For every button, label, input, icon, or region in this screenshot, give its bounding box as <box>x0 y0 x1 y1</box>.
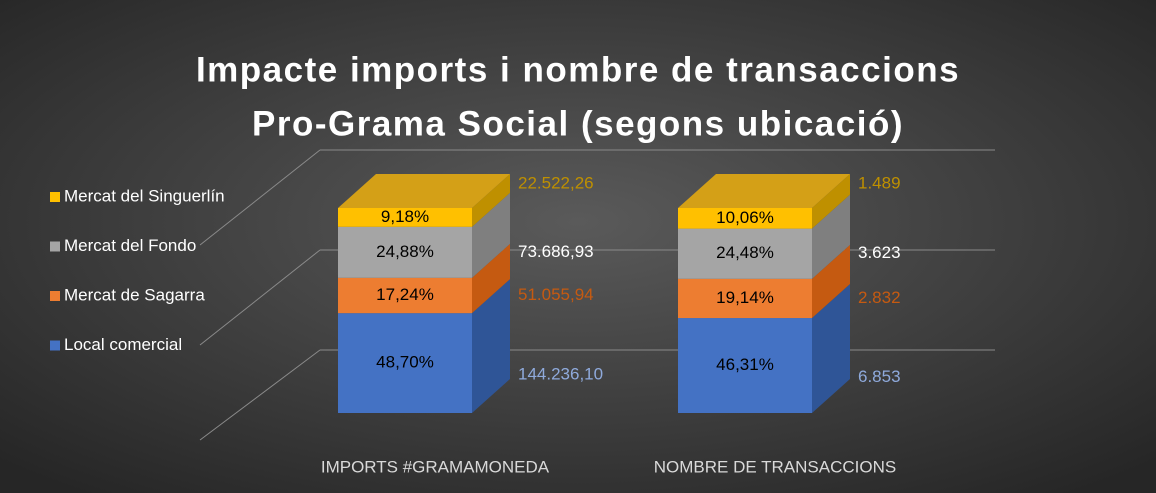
bar-front <box>338 226 472 278</box>
amount-label: 73.686,93 <box>518 242 594 261</box>
legend-label: Local comercial <box>64 335 182 354</box>
bar-front <box>338 277 472 314</box>
bar-side <box>812 284 850 413</box>
amount-label: 22.522,26 <box>518 173 594 192</box>
legend-swatch <box>50 340 60 351</box>
bar-front <box>678 208 812 229</box>
bar-front <box>678 228 812 279</box>
data-label: 46,31% <box>716 355 774 374</box>
bar-side <box>812 194 850 279</box>
data-label: 19,14% <box>716 288 774 307</box>
amount-label: 51.055,94 <box>518 285 594 304</box>
bar-front <box>678 318 812 413</box>
bar-top <box>338 174 510 208</box>
legend-label: Mercat de Sagarra <box>64 285 205 304</box>
bar-side <box>472 243 510 314</box>
bar-side <box>472 192 510 278</box>
data-label: 17,24% <box>376 285 434 304</box>
legend-label: Mercat del Singuerlín <box>64 186 225 205</box>
legend-swatch <box>50 241 60 252</box>
chart-title: Impacte imports i nombre de transaccions <box>196 50 960 89</box>
bar-side <box>472 279 510 413</box>
legend-swatch <box>50 192 60 202</box>
data-label: 24,48% <box>716 243 774 262</box>
x-tick-label: NOMBRE DE TRANSACCIONS <box>654 457 896 476</box>
data-label: 24,88% <box>376 242 434 261</box>
amount-label: 1.489 <box>858 173 901 192</box>
bar-front <box>678 278 812 319</box>
data-label: 10,06% <box>716 208 774 227</box>
bar-side <box>812 244 850 319</box>
amount-label: 3.623 <box>858 243 901 262</box>
bar-side <box>472 174 510 227</box>
bar-top <box>678 174 850 208</box>
data-label: 48,70% <box>376 353 434 372</box>
amount-label: 6.853 <box>858 367 901 386</box>
amount-label: 2.832 <box>858 288 901 307</box>
data-label: 9,18% <box>381 207 429 226</box>
amount-label: 144.236,10 <box>518 365 603 384</box>
bar-front <box>338 313 472 413</box>
legend-swatch <box>50 291 60 301</box>
bar-front <box>338 208 472 227</box>
bar-side <box>812 174 850 229</box>
chart-title: Pro-Grama Social (segons ubicació) <box>252 104 904 143</box>
x-tick-label: IMPORTS #GRAMAMONEDA <box>321 457 550 476</box>
legend-label: Mercat del Fondo <box>64 236 196 255</box>
